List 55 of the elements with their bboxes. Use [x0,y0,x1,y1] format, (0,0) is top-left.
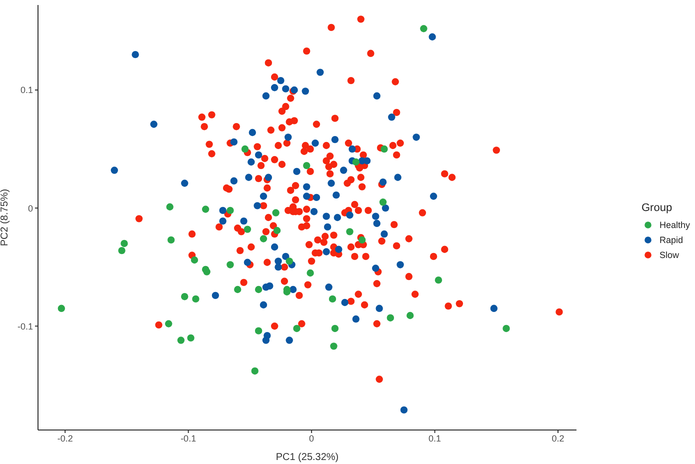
point [273,226,281,234]
point [379,198,387,206]
x-tick-label: -0.2 [57,433,73,444]
point [177,336,185,344]
point [244,226,252,233]
legend-label: Rapid [659,235,683,245]
point [272,209,280,216]
point [226,206,234,214]
point [260,235,268,242]
point [165,320,172,328]
point [286,258,293,265]
point [358,236,366,244]
point [380,145,388,153]
point [181,292,188,300]
point [420,25,428,32]
point [406,312,414,320]
point [346,228,354,236]
point [352,158,360,166]
point [254,327,262,334]
point [190,256,198,264]
point [303,162,310,170]
legend-label: Healthy [659,220,690,230]
point [118,246,126,254]
y-tick-label: 0.1 [20,85,33,96]
point [226,261,234,268]
x-tick-label: 0 [309,433,314,444]
legend-label: Slow [659,250,679,260]
point [328,295,336,303]
point [166,203,174,210]
point [251,367,258,375]
point [234,286,242,294]
point [187,334,194,342]
point [434,276,442,284]
point [120,240,128,248]
point [502,324,510,332]
point [58,304,66,312]
point [202,206,210,213]
point [386,314,394,322]
point [330,342,338,350]
legend-title: Group [641,202,674,214]
point [254,286,262,294]
point [241,145,249,153]
y-tick-label: 0 [28,203,33,214]
x-tick-label: 0.1 [428,433,442,444]
point [167,236,175,244]
point [306,269,314,277]
point [203,268,210,276]
point [331,324,339,332]
x-tick-label: 0.2 [552,433,564,444]
point [192,295,200,303]
x-tick-label: -0.1 [180,433,196,444]
x-axis-title: PC1 (25.32%) [276,452,339,463]
y-tick-label: -0.1 [17,321,33,332]
point [293,324,300,332]
y-axis-title: PC2 (8.75%) [0,188,11,246]
